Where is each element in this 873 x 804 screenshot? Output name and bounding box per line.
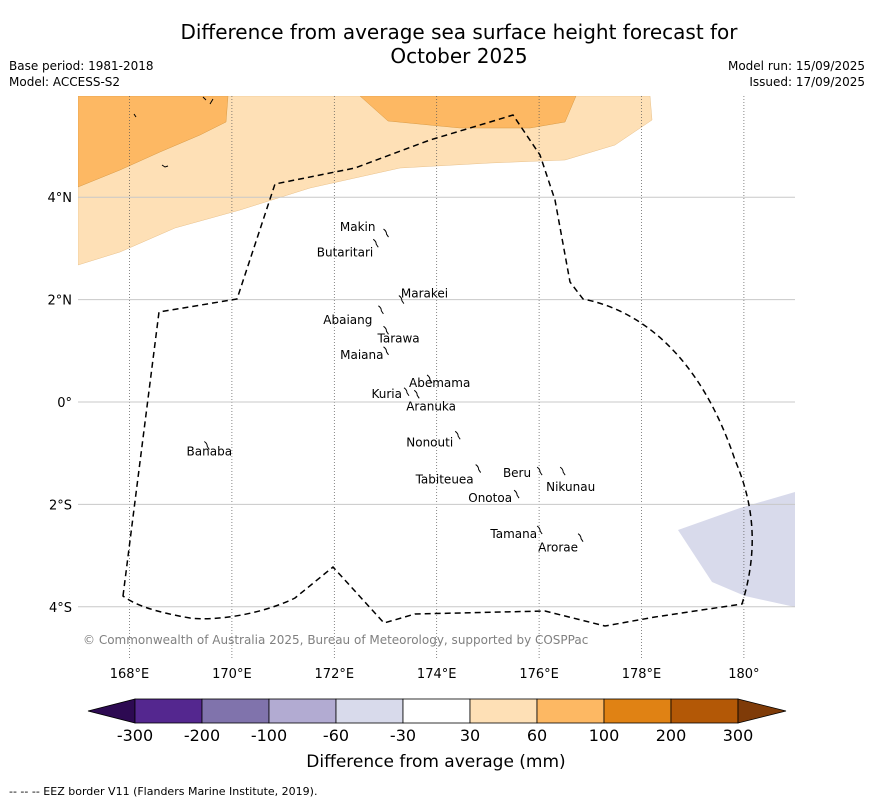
colorbar-tick-label: 100 <box>589 726 620 745</box>
island-shape <box>372 238 379 248</box>
colorbar-extend-high <box>737 698 787 724</box>
colorbar-tick-label: 200 <box>656 726 687 745</box>
colorbar-extend-low <box>87 698 136 724</box>
meta-right: Model run: 15/09/2025 Issued: 17/09/2025 <box>728 58 865 90</box>
island-shape <box>403 387 410 397</box>
colorbar-tick-label: -60 <box>323 726 349 745</box>
island-shape <box>426 374 433 384</box>
colorbar-tick-label: -300 <box>117 726 153 745</box>
colorbar-bin <box>536 698 605 724</box>
island-label: Banaba <box>187 445 233 459</box>
island-label: Abemama <box>409 376 470 390</box>
longitude-label: 168°E <box>110 667 150 682</box>
eez-footer-note: -- -- -- EEZ border V11 (Flanders Marine… <box>9 785 318 798</box>
island-shape <box>559 466 566 476</box>
island-label: Kuria <box>371 387 402 401</box>
meta-left: Base period: 1981-2018 Model: ACCESS-S2 <box>9 58 154 90</box>
island-label: Aranuka <box>406 399 456 413</box>
island-label: Abaiang <box>323 313 372 327</box>
anomaly-negative-30-60-region <box>678 492 795 607</box>
island-label: Makin <box>340 220 376 234</box>
colorbar-tick-label: 60 <box>527 726 547 745</box>
latitude-label: 0° <box>57 396 72 411</box>
island-shape <box>383 346 389 356</box>
island-shape <box>454 430 461 440</box>
island-shape <box>204 441 210 450</box>
map-figure: Makin Butaritari Marakei Abaiang Tarawa Maian… <box>48 96 795 772</box>
island-shape <box>383 228 389 238</box>
island-shape <box>378 305 384 315</box>
issued-text: Issued: 17/09/2025 <box>749 75 865 89</box>
longitude-label: 170°E <box>212 667 252 682</box>
colorbar: -300 -200 -100 -60 -30 30 60 100 200 300 <box>87 698 787 745</box>
copyright-text: © Commonwealth of Australia 2025, Bureau… <box>83 633 588 647</box>
island-shape <box>383 325 389 335</box>
anomaly-60-100-region-west <box>78 96 229 188</box>
island-shape <box>536 466 543 476</box>
island-label: Nonouti <box>406 435 453 449</box>
colorbar-tick-label: 30 <box>460 726 480 745</box>
colorbar-tick-label: -200 <box>184 726 220 745</box>
island-label: Butaritari <box>317 245 374 259</box>
island-label: Nikunau <box>546 480 595 494</box>
islet-mark <box>161 164 169 168</box>
eez-border <box>122 114 753 627</box>
colorbar-bin <box>134 698 203 724</box>
longitude-label: 174°E <box>417 667 457 682</box>
model-run-text: Model run: 15/09/2025 <box>727 59 865 73</box>
island-label: Marakei <box>401 287 448 301</box>
anomaly-60-100-region-north <box>359 96 577 129</box>
longitude-label: 180° <box>728 667 759 682</box>
colorbar-bin <box>402 698 471 724</box>
island-shape <box>398 295 405 304</box>
latitude-label: 2°S <box>49 498 72 513</box>
colorbar-bin <box>469 698 538 724</box>
island-label: Arorae <box>538 541 578 555</box>
colorbar-tick-label: 300 <box>723 726 754 745</box>
latitude-label: 2°N <box>48 294 73 309</box>
colorbar-bin <box>603 698 672 724</box>
longitude-label: 172°E <box>315 667 355 682</box>
island-label: Beru <box>503 466 531 480</box>
island-shape <box>577 533 584 542</box>
island-label: Tamana <box>489 527 537 541</box>
graticule <box>78 96 795 658</box>
colorbar-bin <box>268 698 337 724</box>
colorbar-bin <box>201 698 270 724</box>
island-layer: Makin Butaritari Marakei Abaiang Tarawa Maian… <box>187 220 596 555</box>
colorbar-label: Difference from average (mm) <box>306 752 565 772</box>
island-shape <box>536 525 543 535</box>
colorbar-bin <box>670 698 739 724</box>
island-label: Onotoa <box>468 491 512 505</box>
longitude-label: 178°E <box>622 667 662 682</box>
island-label: Maiana <box>340 348 383 362</box>
longitude-label: 176°E <box>519 667 559 682</box>
island-shape <box>475 464 482 473</box>
latitude-label: 4°S <box>49 601 72 616</box>
island-shape <box>513 489 520 499</box>
colorbar-tick-label: -100 <box>251 726 287 745</box>
map-area: Makin Butaritari Marakei Abaiang Tarawa Maian… <box>78 96 795 658</box>
colorbar-tick-label: -30 <box>390 726 416 745</box>
islet-mark <box>202 96 214 105</box>
title-line-2: October 2025 <box>390 44 528 68</box>
island-label: Tarawa <box>377 331 420 345</box>
map-title: Difference from average sea surface heig… <box>0 20 873 68</box>
anomaly-30-60-region <box>78 96 653 266</box>
island-shape <box>413 389 420 399</box>
title-line-1: Difference from average sea surface heig… <box>180 20 738 44</box>
island-label: Tabiteuea <box>415 473 474 487</box>
longitude-labels: 168°E 170°E 172°E 174°E 176°E 178°E 180° <box>110 667 760 682</box>
model-text: Model: ACCESS-S2 <box>9 75 121 89</box>
base-period-text: Base period: 1981-2018 <box>9 59 154 73</box>
latitude-labels: 4°N 2°N 0° 2°S 4°S <box>48 191 73 616</box>
colorbar-bin <box>335 698 404 724</box>
latitude-label: 4°N <box>48 191 73 206</box>
islet-mark <box>133 113 137 118</box>
